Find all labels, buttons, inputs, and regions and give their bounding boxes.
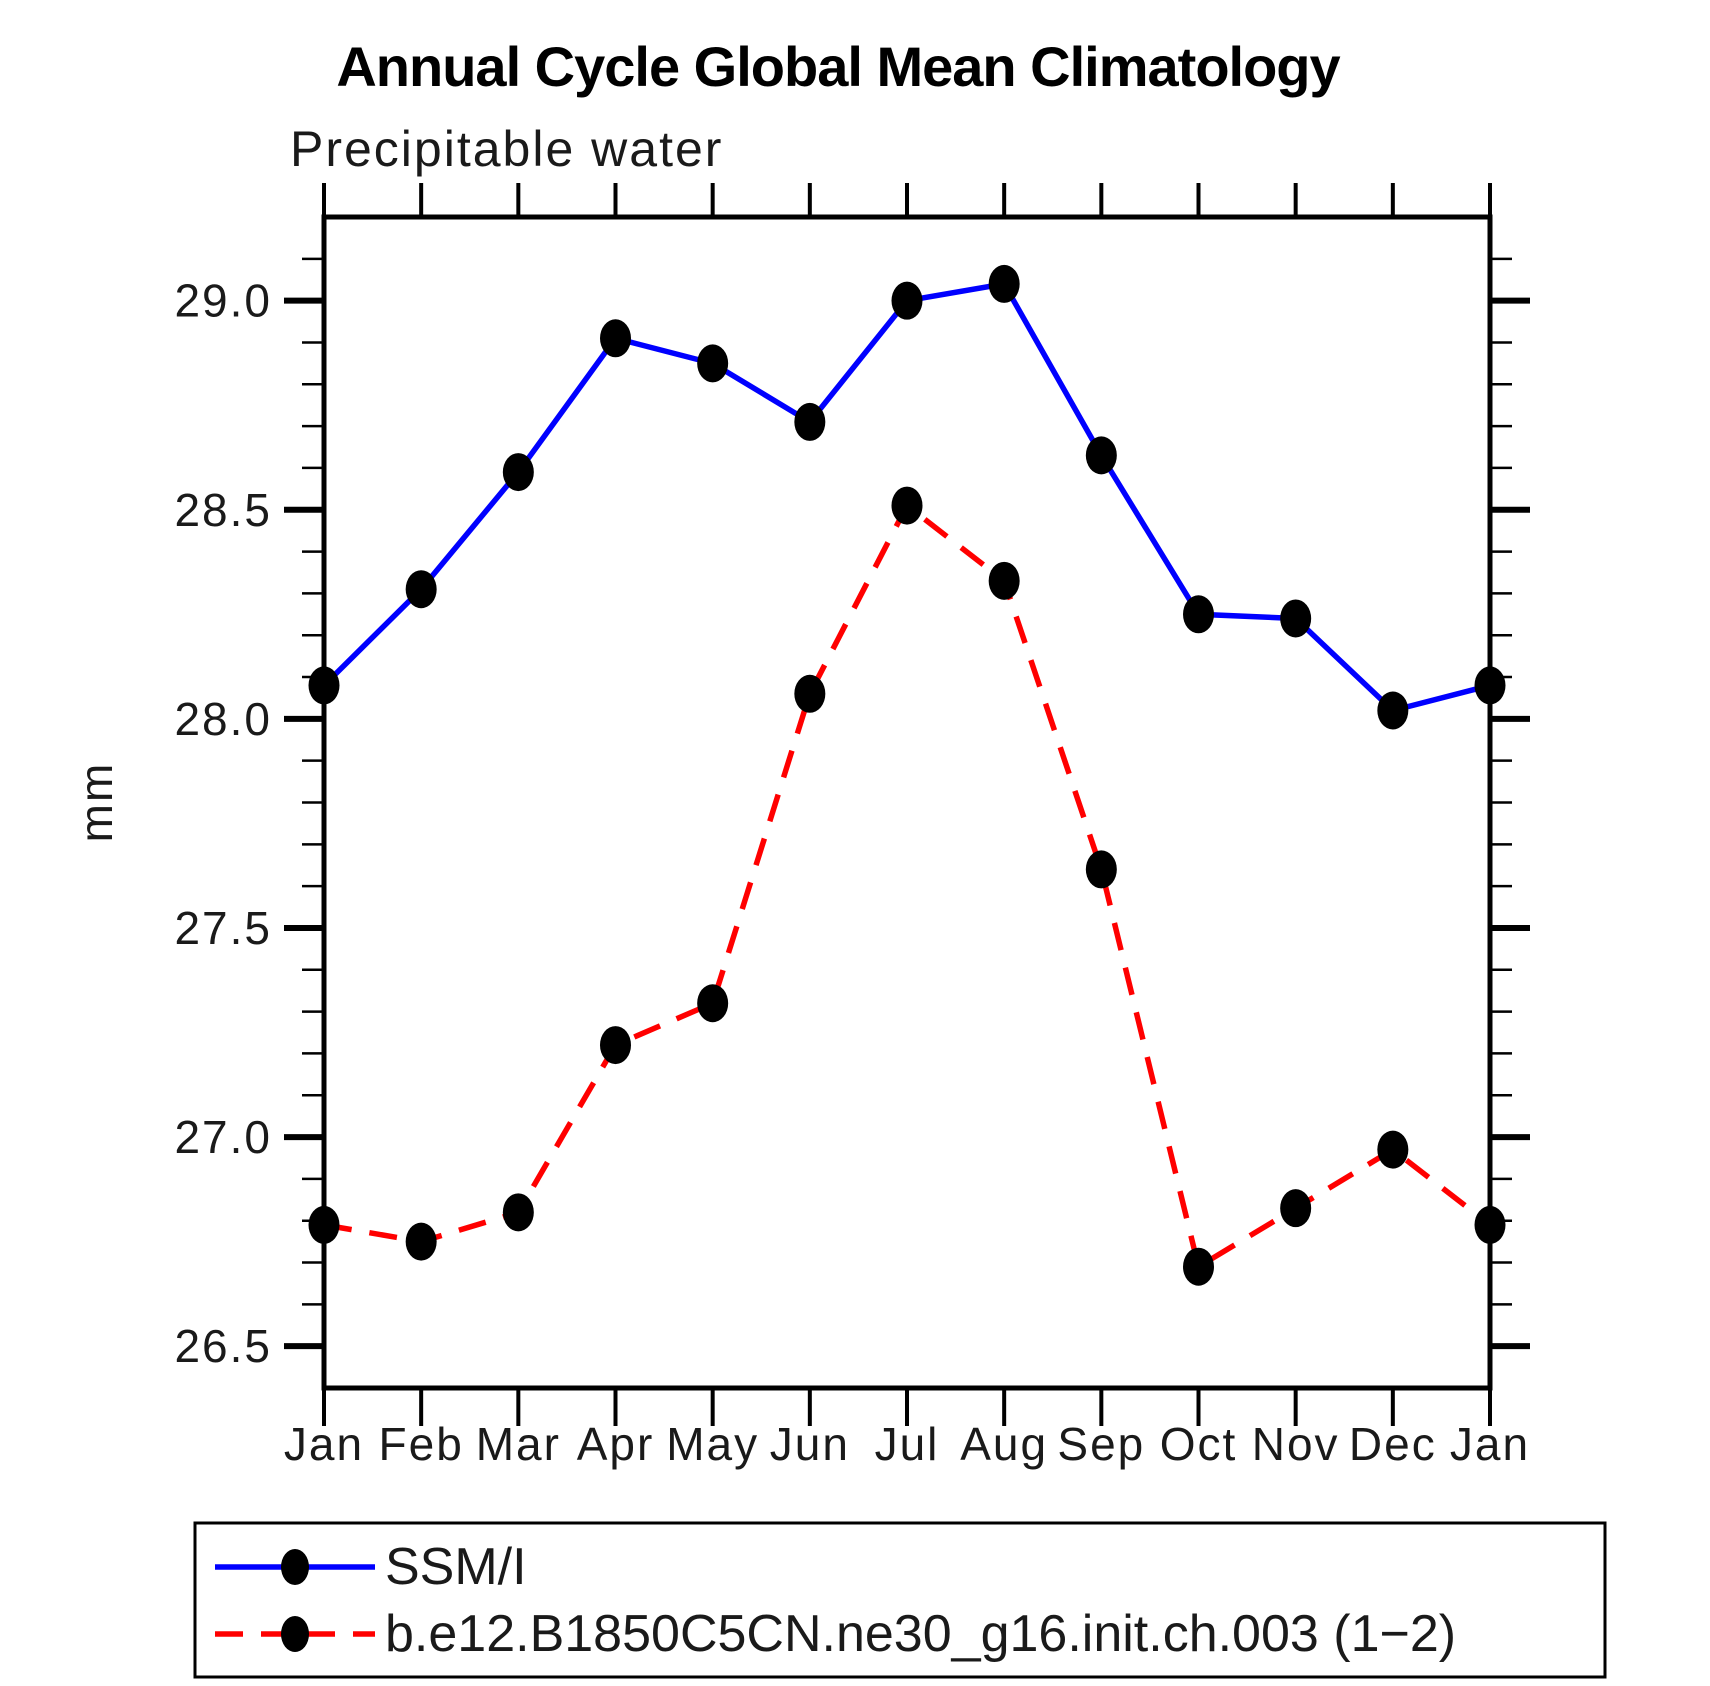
- x-tick-label: Nov: [1252, 1418, 1340, 1470]
- legend-marker-dot-icon: [281, 1549, 309, 1585]
- data-point-marker: [600, 319, 631, 358]
- x-tick-label: Jul: [875, 1418, 940, 1470]
- data-point-marker: [502, 1193, 534, 1232]
- series-line-1: [323, 501, 1492, 1272]
- data-point-marker: [502, 453, 534, 492]
- data-point-marker: [1280, 599, 1312, 638]
- legend-box: [193, 1521, 1607, 1679]
- data-point-marker: [988, 561, 1020, 600]
- data-point-marker: [1183, 595, 1214, 634]
- x-tick-label: Jan: [284, 1418, 364, 1470]
- x-tick-label: Feb: [379, 1418, 464, 1470]
- data-point-marker: [1377, 1130, 1409, 1169]
- data-point-marker: [697, 344, 729, 383]
- data-point-marker: [1474, 1205, 1506, 1244]
- y-tick-label: 27.0: [174, 1111, 272, 1163]
- y-tick-label: 28.0: [174, 693, 272, 745]
- x-tick-label: Dec: [1349, 1418, 1437, 1470]
- legend-label-model: b.e12.B1850C5CN.ne30_g16.init.ch.003 (1−…: [385, 1605, 1456, 1663]
- y-tick-label: 27.5: [174, 902, 272, 954]
- plot-frame: [321, 214, 1493, 1391]
- x-tick-label: Jun: [770, 1418, 850, 1470]
- data-point-marker: [1280, 1189, 1312, 1228]
- data-point-marker: [988, 264, 1020, 303]
- data-point-marker: [1085, 436, 1117, 475]
- y-tick-label: 29.0: [174, 275, 272, 327]
- x-tick-label: Aug: [960, 1418, 1048, 1470]
- data-point-marker: [891, 486, 923, 525]
- y-axis-title: mm: [70, 762, 122, 843]
- data-point-marker: [308, 1205, 340, 1244]
- legend-row-model: b.e12.B1850C5CN.ne30_g16.init.ch.003 (1−…: [215, 1605, 1456, 1663]
- data-point-marker: [405, 570, 437, 609]
- data-point-marker: [1085, 850, 1117, 889]
- y-tick-label: 26.5: [174, 1320, 272, 1372]
- y-tick-label: 28.5: [174, 484, 272, 536]
- data-point-marker: [600, 1026, 631, 1065]
- data-point-marker: [891, 281, 923, 320]
- chart-subtitle: Precipitable water: [290, 121, 723, 177]
- x-tick-label: Sep: [1057, 1418, 1145, 1470]
- data-point-marker: [405, 1222, 437, 1261]
- x-tick-label: Apr: [577, 1418, 655, 1470]
- data-point-marker: [1474, 666, 1506, 705]
- x-tick-label: Oct: [1160, 1418, 1238, 1470]
- x-tick-label: May: [666, 1418, 759, 1470]
- legend: SSM/I b.e12.B1850C5CN.ne30_g16.init.ch.0…: [193, 1521, 1607, 1679]
- x-tick-label: Jan: [1450, 1418, 1530, 1470]
- data-point-marker: [794, 674, 826, 713]
- data-point-marker: [697, 984, 729, 1023]
- data-point-marker: [1377, 691, 1409, 730]
- data-point-marker: [1183, 1247, 1214, 1286]
- data-point-marker: [308, 666, 340, 705]
- legend-label-ssmi: SSM/I: [385, 1538, 527, 1596]
- legend-row-ssmi: SSM/I: [215, 1538, 527, 1596]
- legend-marker-dot-icon: [281, 1616, 309, 1652]
- chart-title: Annual Cycle Global Mean Climatology: [336, 35, 1340, 98]
- x-tick-label: Mar: [476, 1418, 561, 1470]
- data-point-marker: [794, 402, 826, 441]
